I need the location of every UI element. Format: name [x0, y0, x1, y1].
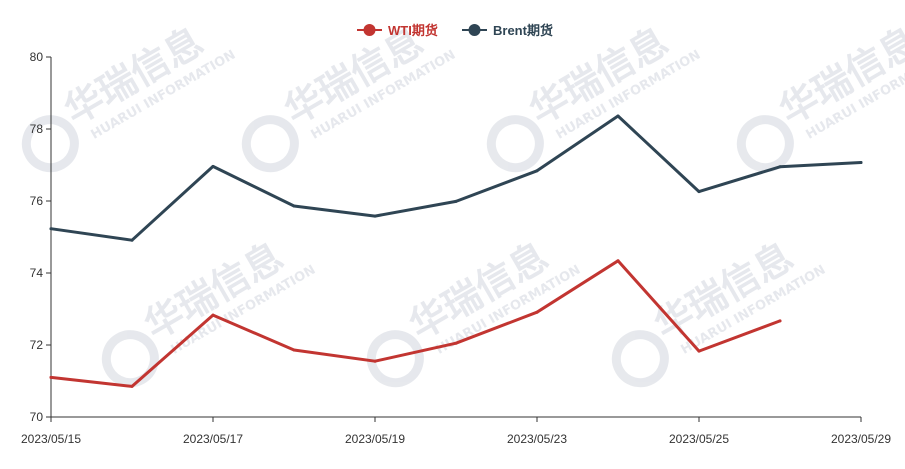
legend-dot-icon	[469, 24, 481, 36]
x-tick-label: 2023/05/15	[21, 432, 81, 446]
y-tick-label: 76	[30, 194, 44, 208]
data-point	[698, 190, 701, 193]
data-point	[131, 239, 134, 242]
data-point	[212, 165, 215, 168]
x-tick-label: 2023/05/17	[183, 432, 243, 446]
data-point	[779, 165, 782, 168]
data-point	[293, 205, 296, 208]
data-point	[617, 259, 620, 262]
legend-item[interactable]: Brent期货	[462, 23, 553, 38]
data-point	[698, 350, 701, 353]
y-tick-label: 78	[30, 122, 44, 136]
y-tick-label: 70	[30, 410, 44, 424]
y-tick-label: 74	[30, 266, 44, 280]
x-tick-label: 2023/05/19	[345, 432, 405, 446]
data-point	[536, 169, 539, 172]
legend-label: WTI期货	[388, 23, 438, 38]
y-tick-label: 80	[30, 50, 44, 64]
legend-label: Brent期货	[493, 23, 553, 38]
x-tick-label: 2023/05/25	[669, 432, 729, 446]
data-point	[536, 311, 539, 314]
data-point	[617, 115, 620, 118]
data-point	[293, 349, 296, 352]
data-point	[779, 319, 782, 322]
legend-dot-icon	[364, 24, 376, 36]
data-point	[50, 376, 53, 379]
x-tick-label: 2023/05/23	[507, 432, 567, 446]
data-point	[212, 314, 215, 317]
legend-item[interactable]: WTI期货	[357, 23, 438, 38]
data-point	[374, 215, 377, 218]
data-point	[860, 161, 863, 164]
data-point	[374, 360, 377, 363]
data-point	[131, 385, 134, 388]
data-point	[455, 200, 458, 203]
x-tick-label: 2023/05/29	[831, 432, 891, 446]
data-point	[455, 342, 458, 345]
y-tick-label: 72	[30, 338, 44, 352]
data-point	[50, 227, 53, 230]
